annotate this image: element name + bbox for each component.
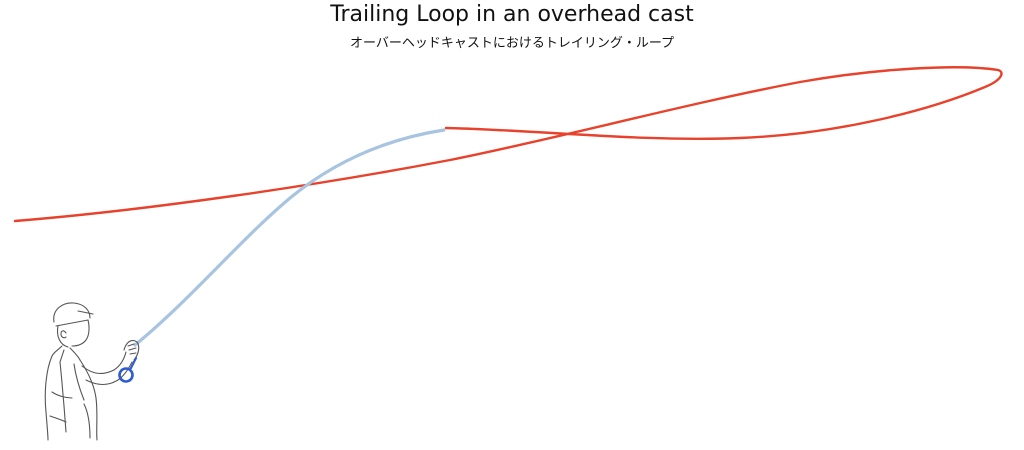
angler-figure-icon [44,302,140,441]
reel-icon [118,356,138,383]
diagram-title: Trailing Loop in an overhead cast [330,2,694,27]
fly-line [13,66,1003,223]
fly-rod [133,128,446,347]
diagram-subtitle: オーバーヘッドキャストにおけるトレイリング・ループ [349,36,675,51]
